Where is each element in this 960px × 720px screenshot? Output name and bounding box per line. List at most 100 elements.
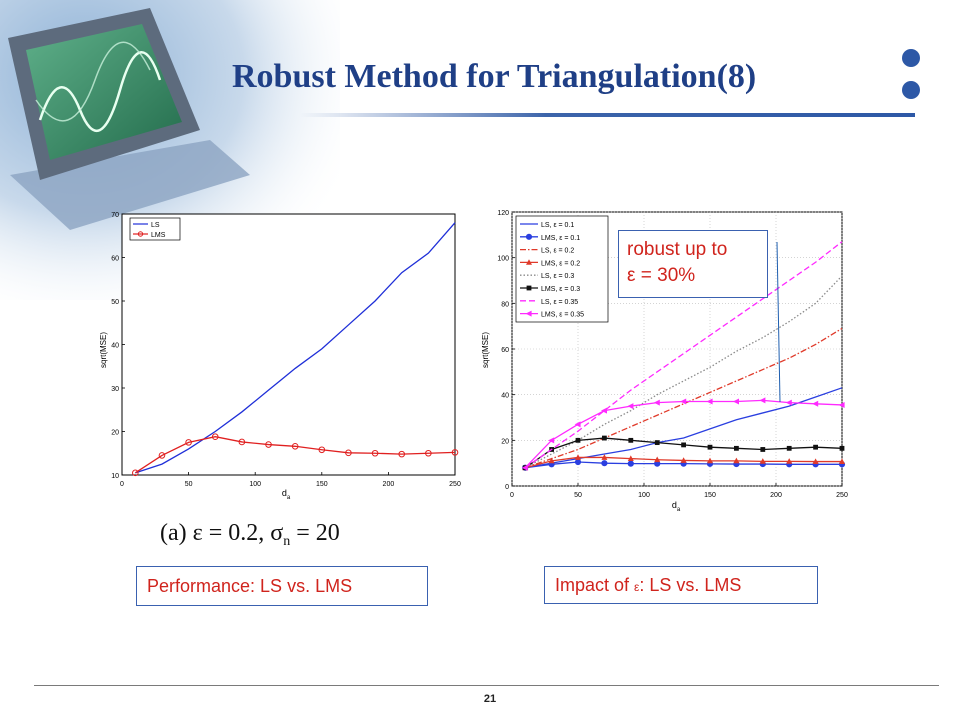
legend-box [515, 215, 609, 323]
series-5-point [602, 435, 607, 441]
series-3-point [839, 458, 845, 464]
y-tick-label: 70 [111, 212, 119, 219]
x-tick-label: 50 [185, 481, 193, 488]
series-7-point [759, 397, 766, 404]
legend-label-3: LMS, ε = 0.2 [541, 260, 580, 267]
legend-label-2: LS, ε = 0.2 [541, 248, 574, 255]
y-tick-label: 30 [111, 386, 119, 393]
legend-label-4: LS, ε = 0.3 [541, 273, 574, 280]
slide-title: Robust Method for Triangulation(8) [232, 58, 757, 95]
series-3-point [707, 457, 713, 464]
y-tick-label: 80 [501, 301, 509, 308]
x-tick-label: 150 [316, 481, 328, 488]
chart-left-caption: (a) ε = 0.2, σn = 20 [160, 512, 440, 552]
legend-label-7: LMS, ε = 0.35 [541, 312, 584, 319]
series-7-point [785, 399, 792, 406]
y-tick-label: 10 [111, 473, 119, 480]
series-3-point [733, 457, 740, 464]
series-1-point [238, 438, 246, 446]
x-tick-label: 100 [638, 492, 650, 499]
performance-caption: Performance: LS vs. LMS [147, 576, 353, 596]
x-tick-label: 250 [836, 492, 848, 499]
legend-ls-label: LS [151, 222, 160, 229]
series-7-point [653, 399, 660, 406]
series-7-point [680, 398, 687, 405]
x-tick-label: 100 [249, 481, 261, 488]
series-7-point [548, 437, 555, 444]
series-3-point [786, 458, 793, 464]
series-7-point [601, 407, 607, 414]
legend-lms-marker [137, 231, 144, 237]
legend-marker-7 [525, 310, 532, 317]
legend-marker-3 [526, 259, 532, 265]
series-5-point [707, 444, 713, 450]
series-7-point [733, 398, 739, 405]
series-5-point [734, 445, 739, 451]
series-1-point [291, 442, 299, 450]
svg-text:(a) ε = 0.2, σn = 20: (a) ε = 0.2, σn = 20 [160, 520, 340, 549]
x-tick-label: 0 [120, 481, 124, 488]
series-line-0 [135, 222, 456, 474]
legend-label-5: LMS, ε = 0.3 [541, 286, 580, 293]
y-tick-label: 100 [497, 256, 509, 263]
series-1-point [185, 439, 192, 446]
impact-caption-prefix: Impact of [555, 575, 635, 595]
series-3-point [575, 454, 581, 460]
series-line-4 [524, 275, 843, 469]
y-axis-label: sqrt(MSE) [481, 332, 490, 368]
series-5-point [575, 437, 581, 443]
y-tick-label: 50 [111, 299, 119, 306]
y-tick-label: 40 [501, 393, 509, 400]
plot-area [121, 213, 456, 476]
series-7-point [706, 398, 713, 405]
legend-label-1: LMS, ε = 0.1 [541, 235, 580, 242]
y-tick-label: 60 [111, 256, 119, 263]
x-tick-label: 50 [574, 492, 582, 499]
series-1-point [265, 441, 272, 448]
series-1-point [345, 449, 352, 457]
series-1-point [451, 449, 459, 456]
series-line-6 [524, 241, 843, 469]
series-1-point [318, 446, 326, 454]
series-5-point [786, 445, 792, 451]
series-7-point [812, 400, 819, 407]
series-1-point [601, 460, 608, 467]
note-pointer-line [776, 242, 781, 402]
y-axis-label: sqrt(MSE) [99, 332, 108, 368]
series-1-point [132, 469, 139, 477]
series-7-point [521, 464, 528, 471]
footer-divider [34, 685, 939, 686]
legend-marker-5 [526, 285, 532, 291]
chart-legend: LS, ε = 0.1 LMS, ε = 0.1 LS, ε = 0.2 LMS, ε… [515, 215, 609, 323]
series-1-point [627, 460, 634, 467]
performance-caption-box: Performance: LS vs. LMS [136, 566, 428, 606]
series-3-point [627, 455, 634, 461]
series-7-point [627, 403, 634, 410]
series-1-point [425, 449, 432, 457]
chart-legend: LS LMS [129, 217, 181, 241]
series-1-point [398, 450, 406, 458]
y-tick-label: 40 [111, 343, 119, 350]
note-line-2: ε = 30% [627, 265, 696, 286]
series-7-point [574, 421, 581, 428]
series-1-point [371, 449, 379, 457]
series-5-point [628, 437, 634, 443]
page-number: 21 [483, 693, 497, 705]
x-axis-label: da [282, 488, 291, 500]
series-7-point [838, 401, 845, 408]
robust-note-box: robust up to ε = 30% [618, 230, 768, 298]
impact-caption-box: Impact of ε: LS vs. LMS [544, 566, 818, 604]
x-tick-label: 150 [704, 492, 716, 499]
impact-caption-epsilon: ε [634, 580, 640, 594]
series-1-point [211, 433, 219, 441]
y-tick-label: 60 [501, 347, 509, 354]
y-tick-label: 120 [497, 210, 509, 217]
legend-label-6: LS, ε = 0.35 [541, 299, 578, 306]
note-line-1: robust up to [627, 239, 728, 260]
series-3-point [601, 454, 608, 460]
x-tick-label: 200 [383, 481, 395, 488]
x-tick-label: 0 [510, 492, 514, 499]
series-5-point [654, 440, 660, 446]
x-axis-label: da [672, 500, 681, 512]
legend-lms-label: LMS [151, 232, 166, 239]
